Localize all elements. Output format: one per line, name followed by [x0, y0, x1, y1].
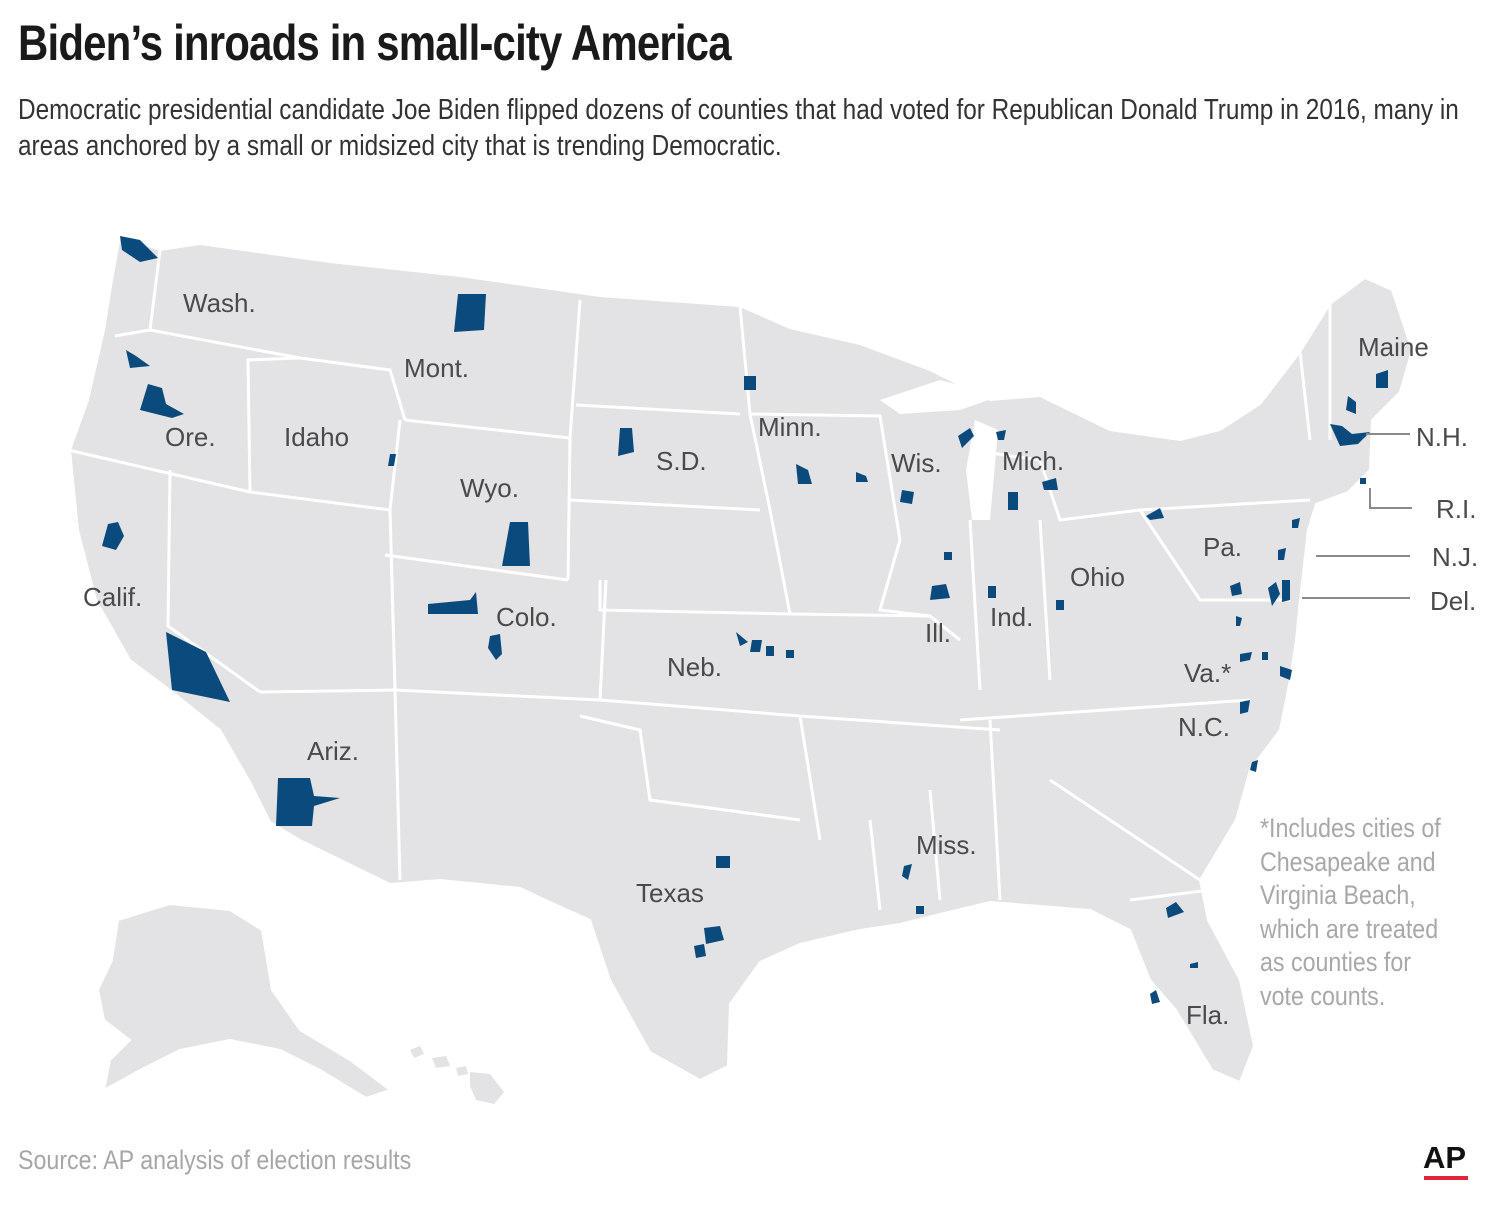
chart-title: Biden’s inroads in small-city America: [18, 15, 732, 71]
label-idaho: Idaho: [284, 422, 349, 452]
ap-logo-underline: [1424, 1176, 1468, 1180]
label-ill: Ill.: [925, 618, 951, 648]
label-del: Del.: [1430, 586, 1476, 616]
label-fla: Fla.: [1186, 1000, 1229, 1030]
label-miss: Miss.: [916, 830, 977, 860]
label-maine: Maine: [1358, 332, 1429, 362]
state-labels: Wash. Ore. Calif. Idaho Mont. Wyo. Colo.…: [83, 288, 1478, 1030]
label-texas: Texas: [636, 878, 704, 908]
label-va: Va.*: [1184, 658, 1231, 688]
footnote-line: which are treated: [1260, 913, 1439, 944]
label-wyo: Wyo.: [460, 473, 519, 503]
footnote-line: vote counts.: [1260, 980, 1386, 1011]
footnote: *Includes cities of Chesapeake and Virgi…: [1260, 812, 1458, 1013]
label-neb: Neb.: [667, 652, 722, 682]
footnote-line: as counties for: [1260, 947, 1412, 977]
source-credit: Source: AP analysis of election results: [18, 1145, 412, 1175]
flipped-counties: [102, 236, 1388, 1004]
ap-logo-text: AP: [1423, 1140, 1466, 1175]
footnote-line: Virginia Beach,: [1260, 880, 1416, 910]
label-calif: Calif.: [83, 582, 142, 612]
label-nj: N.J.: [1432, 542, 1478, 572]
label-nc: N.C.: [1178, 712, 1230, 742]
state-borders: [67, 249, 1332, 911]
hawaii-islands: [410, 1046, 504, 1104]
label-ri: R.I.: [1436, 494, 1476, 524]
label-sd: S.D.: [656, 446, 707, 476]
alaska-landmass: [96, 902, 393, 1100]
label-mich: Mich.: [1002, 446, 1064, 476]
callout-lines: [1302, 433, 1412, 599]
label-ore: Ore.: [165, 422, 216, 452]
ap-logo: AP: [1423, 1140, 1468, 1180]
lake-michigan: [966, 420, 998, 520]
label-ohio: Ohio: [1070, 562, 1125, 592]
label-minn: Minn.: [758, 412, 822, 442]
label-wash: Wash.: [183, 288, 256, 318]
label-wis: Wis.: [891, 448, 942, 478]
label-pa: Pa.: [1203, 532, 1242, 562]
label-nh: N.H.: [1416, 422, 1468, 452]
label-colo: Colo.: [496, 602, 557, 632]
footnote-line: Chesapeake and: [1260, 846, 1436, 877]
label-mont: Mont.: [404, 353, 469, 383]
label-ind: Ind.: [990, 602, 1033, 632]
lake-superior: [880, 380, 1000, 414]
chart-subtitle: Democratic presidential candidate Joe Bi…: [18, 94, 1459, 162]
footnote-line: *Includes cities of: [1260, 813, 1441, 843]
label-ariz: Ariz.: [307, 736, 359, 766]
